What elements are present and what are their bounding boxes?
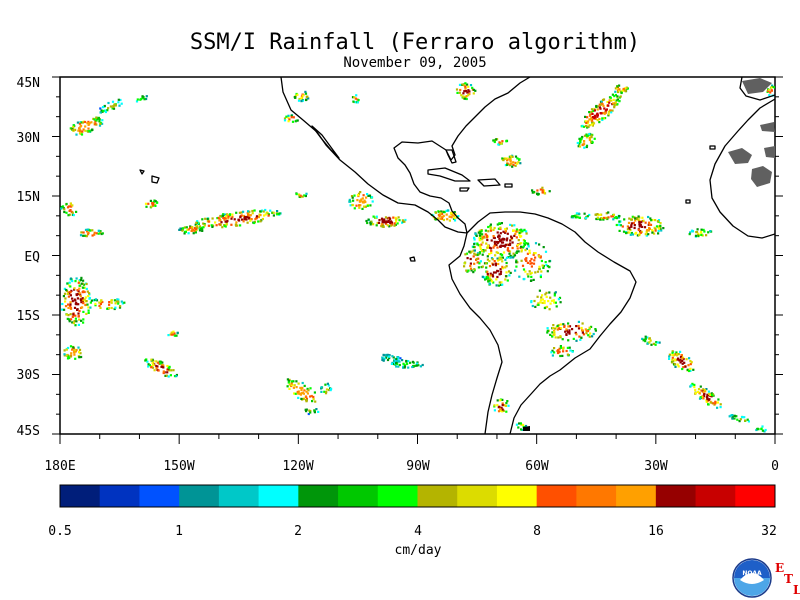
colorbar-tick-label: 0.5 bbox=[48, 524, 71, 539]
colorbar bbox=[60, 485, 776, 507]
lon-label: 0 bbox=[771, 459, 779, 474]
colorbar-segment bbox=[655, 485, 697, 507]
colorbar-tick-label: 32 bbox=[761, 524, 777, 539]
colorbar-segment bbox=[258, 485, 299, 507]
colorbar-segment bbox=[496, 485, 538, 507]
lat-label: 15N bbox=[17, 190, 40, 205]
colorbar-segment bbox=[616, 485, 657, 507]
colorbar-tick-label: 4 bbox=[414, 524, 422, 539]
coastlines bbox=[139, 77, 775, 434]
colorbar-segment bbox=[99, 485, 140, 507]
etl-letter: T bbox=[784, 572, 793, 586]
colorbar-segment bbox=[536, 485, 577, 507]
etl-letter: L bbox=[793, 583, 800, 597]
lon-label: 60W bbox=[525, 459, 549, 474]
map-frame bbox=[59, 76, 776, 435]
colorbar-tick-label: 1 bbox=[175, 524, 183, 539]
colorbar-segment bbox=[695, 485, 736, 507]
colorbar-segment bbox=[417, 485, 458, 507]
colorbar-segment bbox=[179, 485, 220, 507]
noaa-logo-text: NOAA bbox=[742, 570, 762, 577]
map-title: SSM/I Rainfall (Ferraro algorithm) bbox=[189, 30, 641, 55]
colorbar-segment bbox=[576, 485, 617, 507]
colorbar-unit: cm/day bbox=[395, 543, 442, 558]
colorbar-tick-label: 8 bbox=[533, 524, 541, 539]
colorbar-frame bbox=[59, 484, 776, 508]
colorbar-segment bbox=[218, 485, 260, 507]
falkland-islands bbox=[523, 426, 530, 431]
colorbar-segment bbox=[60, 485, 101, 507]
lon-label: 180E bbox=[44, 459, 75, 474]
rainfall-pixels bbox=[60, 82, 775, 433]
colorbar-tick-label: 16 bbox=[648, 524, 664, 539]
land-shading bbox=[728, 78, 775, 187]
lon-label: 90W bbox=[406, 459, 430, 474]
colorbar-segment bbox=[735, 485, 776, 507]
lat-label: 45S bbox=[17, 424, 40, 439]
map-date: November 09, 2005 bbox=[343, 55, 487, 71]
colorbar-segment bbox=[298, 485, 339, 507]
etl-letter: E bbox=[775, 561, 785, 575]
colorbar-segment bbox=[338, 485, 379, 507]
noaa-logo: NOAA bbox=[732, 558, 772, 598]
lat-label: EQ bbox=[24, 250, 40, 265]
colorbar-tick-label: 2 bbox=[294, 524, 302, 539]
lat-label: 30N bbox=[17, 131, 40, 146]
lon-label: 150W bbox=[163, 459, 194, 474]
colorbar-segment bbox=[377, 485, 418, 507]
colorbar-segment bbox=[139, 485, 180, 507]
lon-label: 120W bbox=[282, 459, 313, 474]
latitude-labels: 45N 30N 15N EQ 15S 30S 45S bbox=[17, 76, 41, 439]
lat-label: 15S bbox=[17, 309, 40, 324]
colorbar-segment bbox=[457, 485, 498, 507]
lon-label: 30W bbox=[644, 459, 668, 474]
colorbar-labels: 0.5 1 2 4 8 16 32 bbox=[48, 524, 777, 539]
axis-ticks bbox=[52, 76, 783, 444]
lat-label: 30S bbox=[17, 368, 40, 383]
lat-label: 45N bbox=[17, 76, 40, 91]
longitude-labels: 180E 150W 120W 90W 60W 30W 0 bbox=[44, 459, 779, 474]
